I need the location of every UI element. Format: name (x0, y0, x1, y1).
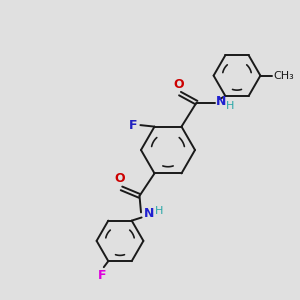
Text: O: O (114, 172, 125, 185)
Text: H: H (154, 206, 163, 217)
Text: N: N (216, 95, 226, 108)
Text: F: F (129, 118, 137, 132)
Text: O: O (173, 78, 184, 91)
Text: CH₃: CH₃ (273, 70, 294, 81)
Text: F: F (98, 268, 106, 282)
Text: H: H (226, 100, 234, 111)
Text: N: N (143, 207, 154, 220)
